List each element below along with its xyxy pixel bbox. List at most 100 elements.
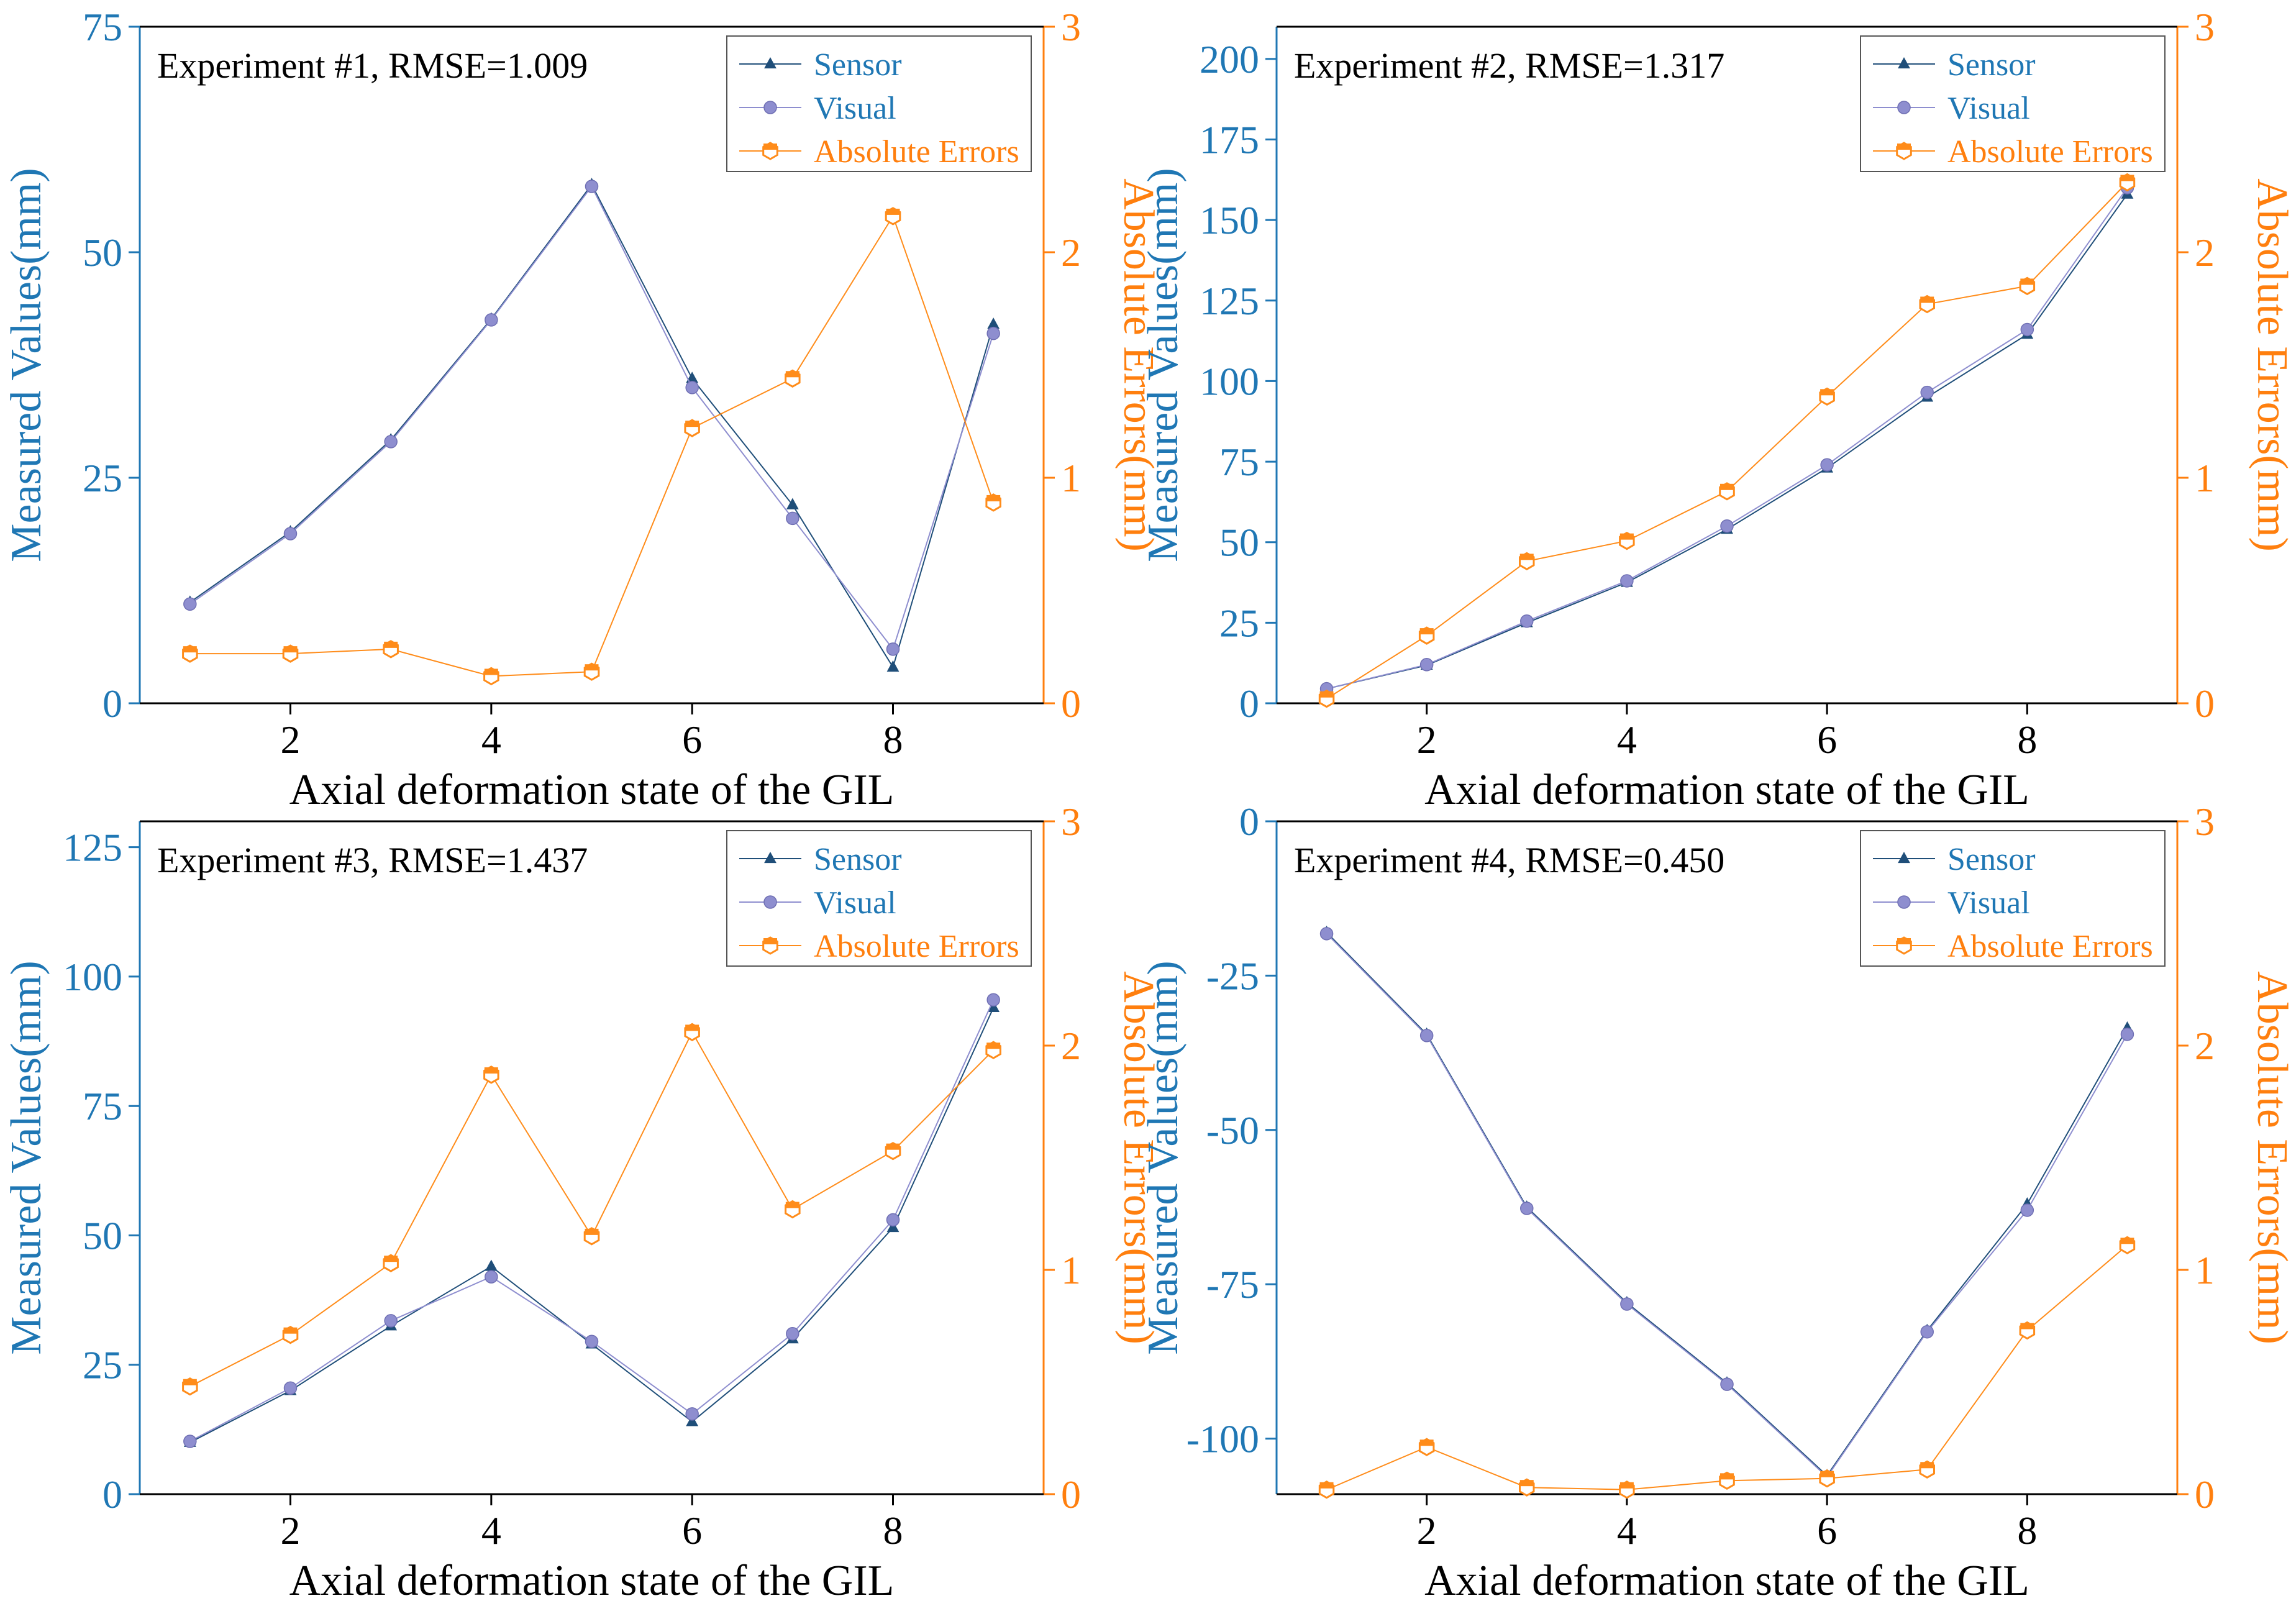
y-right-tick-label: 1	[1061, 456, 1081, 500]
series-sensor	[183, 178, 1000, 672]
x-tick-label: 4	[1617, 1508, 1637, 1553]
y-left-tick-label: 25	[83, 1343, 122, 1387]
data-point	[987, 317, 1000, 329]
data-point	[1919, 294, 1935, 314]
data-point	[2119, 1236, 2136, 1255]
chart-panel-2: 2 4 6 8 0 25 50 75 100 125 150 175 200 0 1 2 3 Axial defo…	[1139, 5, 2291, 814]
legend-label: Visual	[814, 91, 896, 126]
series-absolute-errors	[182, 207, 1001, 686]
x-axis-label: Axial deformation state of the GIL	[1424, 1557, 2029, 1605]
y-left-tick-label: 75	[83, 5, 122, 49]
y-left-axis-label: Measured Values(mm)	[1139, 168, 1187, 562]
data-point	[182, 1377, 198, 1396]
data-point	[1418, 626, 1435, 645]
data-point	[183, 597, 197, 611]
data-point	[282, 644, 299, 663]
data-point	[485, 1259, 498, 1271]
data-point	[785, 369, 801, 388]
data-point	[1819, 387, 1835, 406]
data-point	[1319, 927, 1334, 941]
series-absolute-errors	[182, 1023, 1001, 1396]
data-point	[1620, 1297, 1634, 1311]
y-left-tick-label: 125	[1200, 279, 1259, 323]
y-left-tick-label: 100	[1200, 359, 1259, 403]
data-point	[685, 381, 699, 395]
x-tick-label: 2	[1417, 1508, 1437, 1553]
data-point	[685, 1407, 699, 1421]
legend-item-sensor: Sensor	[739, 47, 902, 83]
legend-label: Absolute Errors	[814, 929, 1019, 964]
x-tick-label: 2	[1417, 718, 1437, 762]
legend-item-sensor: Sensor	[739, 842, 902, 877]
chart-panel-1: 2 4 6 8 0 25 50 75 0 1 2 3 Axial deformation state o…	[2, 5, 1162, 814]
y-left-tick-label: 125	[63, 826, 122, 870]
legend-item-absolute-errors: Absolute Errors	[1873, 929, 2153, 964]
data-point	[2120, 1028, 2134, 1041]
x-axis-label: Axial deformation state of the GIL	[1424, 766, 2029, 814]
data-point	[583, 662, 600, 681]
data-point	[2119, 173, 2136, 192]
y-right-tick-label: 3	[2195, 800, 2215, 844]
data-point	[1318, 1480, 1335, 1499]
data-point	[885, 207, 901, 226]
legend: Sensor Visual Absolute Errors	[1860, 830, 2166, 967]
data-point	[283, 527, 298, 541]
x-tick-label: 6	[682, 718, 702, 762]
y-right-tick-label: 3	[1061, 5, 1081, 49]
legend-label: Sensor	[814, 47, 902, 83]
y-right-tick-label: 2	[2195, 230, 2215, 275]
data-point	[1720, 519, 1734, 533]
series-line	[189, 1007, 995, 1443]
y-right-tick-label: 1	[1061, 1248, 1081, 1292]
data-point	[384, 435, 398, 449]
x-tick-label: 6	[1817, 1508, 1837, 1553]
data-point	[1919, 1460, 1935, 1479]
data-point	[2019, 1321, 2036, 1340]
y-right-axis-label: Absolute Errors(mm)	[1114, 971, 1162, 1344]
data-point	[886, 1213, 900, 1227]
data-point	[1619, 531, 1635, 550]
data-point	[786, 498, 799, 509]
data-point	[985, 1041, 1001, 1059]
data-point	[1619, 1480, 1635, 1499]
data-point	[483, 1065, 499, 1084]
y-left-tick-label: 0	[1239, 682, 1259, 726]
chart-panel-3: 2 4 6 8 0 25 50 75 100 125 0 1 2 3 Axial deformation s…	[2, 800, 1162, 1605]
series-absolute-errors	[1318, 173, 2136, 708]
legend-item-sensor: Sensor	[1873, 47, 2036, 83]
data-point	[1719, 482, 1735, 501]
data-point	[1519, 1478, 1535, 1497]
series-line	[1326, 181, 2128, 700]
data-point	[182, 644, 198, 663]
y-left-tick-label: 25	[1219, 601, 1259, 645]
legend: Sensor Visual Absolute Errors	[726, 35, 1032, 172]
data-point	[1719, 1471, 1735, 1490]
y-right-tick-label: 2	[2195, 1024, 2215, 1068]
x-tick-label: 4	[1617, 718, 1637, 762]
y-left-tick-label: 200	[1200, 37, 1259, 81]
y-left-tick-label: -75	[1206, 1262, 1259, 1307]
series-line	[1326, 932, 2128, 1477]
data-point	[886, 642, 900, 656]
data-point	[986, 993, 1000, 1007]
legend-item-absolute-errors: Absolute Errors	[739, 134, 1019, 170]
x-tick-label: 4	[481, 718, 501, 762]
series-sensor	[1320, 925, 2134, 1480]
data-point	[885, 1141, 901, 1161]
data-point	[1620, 574, 1634, 588]
legend-item-absolute-errors: Absolute Errors	[739, 929, 1019, 964]
data-point	[684, 1023, 700, 1042]
y-left-tick-label: 175	[1200, 118, 1259, 162]
y-right-tick-label: 3	[1061, 800, 1081, 844]
series-line	[1326, 187, 2128, 690]
y-left-axis-label: Measured Values(mm)	[2, 960, 50, 1354]
y-left-tick-label: 50	[83, 230, 122, 275]
series-sensor	[183, 1000, 1000, 1447]
legend-item-visual: Visual	[739, 885, 896, 921]
data-point	[1519, 552, 1535, 571]
series-line	[189, 185, 995, 651]
chart-panel-4: 2 4 6 8 0 -25 -50 -75 -100 0 1 2 3 Axial deformation …	[1139, 800, 2291, 1605]
x-tick-label: 8	[2017, 718, 2037, 762]
legend: Sensor Visual Absolute Errors	[726, 830, 1032, 967]
experiment-annotation: Experiment #2, RMSE=1.317	[1294, 45, 1724, 86]
